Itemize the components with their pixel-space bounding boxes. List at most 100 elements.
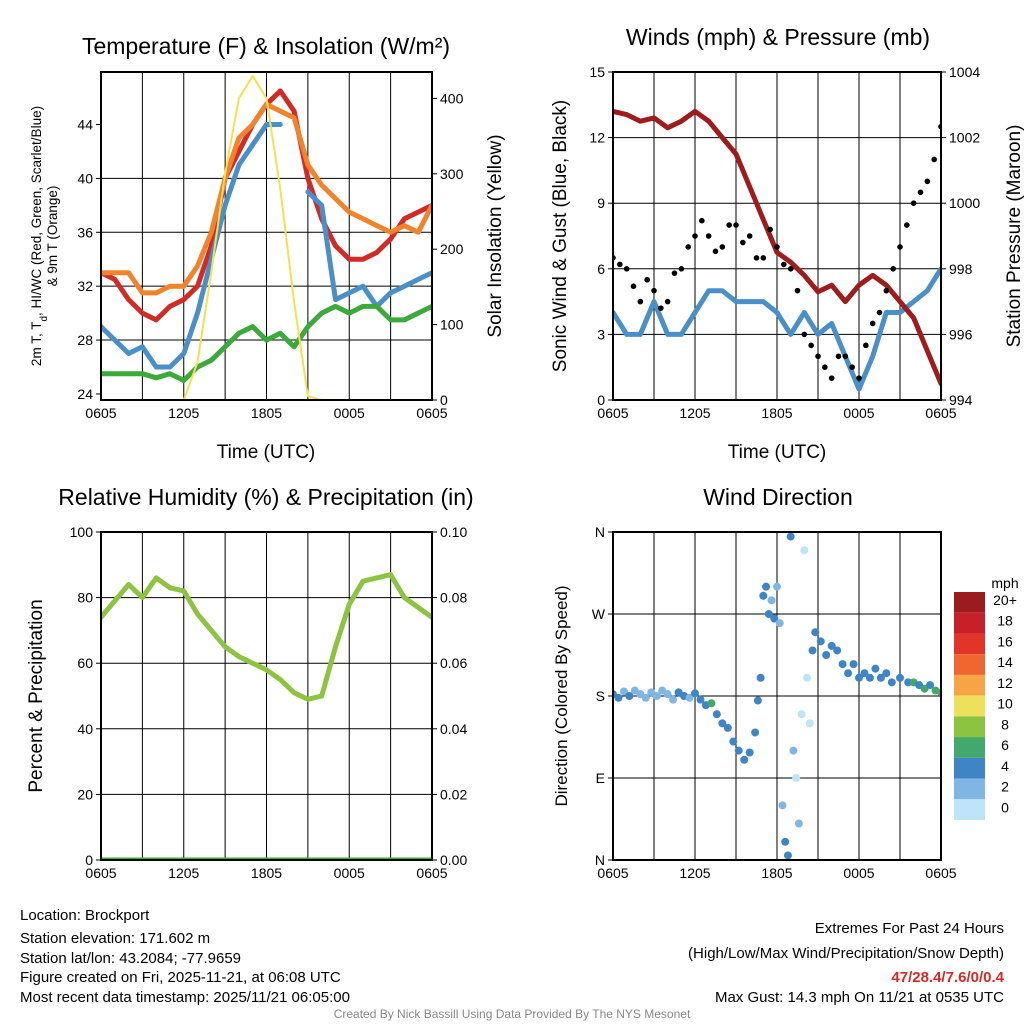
gust-point	[931, 156, 937, 163]
wind-direction-point	[619, 687, 628, 696]
temp-data	[101, 74, 432, 400]
gust-point	[842, 353, 849, 360]
y2-tick-label: 0.00	[440, 852, 467, 868]
y2-tick-label: 200	[440, 241, 464, 257]
wind-direction-point	[652, 692, 661, 700]
series-hi-wc	[101, 122, 283, 370]
x-tick-label: 0605	[597, 405, 628, 421]
wind-direction-point	[685, 693, 694, 702]
gust-point	[897, 244, 903, 250]
gust-point	[671, 270, 678, 276]
gust-point	[924, 178, 931, 185]
series-relative-humidity	[101, 572, 432, 702]
gust-point	[917, 189, 924, 196]
y2-tick-label: 1004	[949, 64, 980, 80]
x-tick-label: 0005	[334, 865, 365, 881]
wind-direction-point	[663, 690, 672, 699]
x-tick-label: 1805	[251, 865, 282, 881]
info-recent: Most recent data timestamp: 2025/11/21 0…	[20, 989, 350, 1006]
gust-point	[876, 309, 883, 316]
gust-point	[623, 266, 630, 272]
colorbar-label: 16	[997, 633, 1013, 649]
gust-point	[794, 287, 801, 294]
extremes-subtitle: (High/Low/Max Wind/Precipitation/Snow De…	[688, 945, 1004, 962]
wind-direction-point	[833, 646, 842, 655]
wind-direction-point	[871, 664, 880, 673]
gust-point	[774, 244, 780, 250]
gust-point	[637, 298, 644, 305]
wind-direction-point	[764, 610, 773, 618]
colorbar-label: 18	[997, 613, 1013, 629]
x-tick-label: 1205	[168, 405, 199, 421]
gust-point	[678, 266, 685, 272]
y-tick-label: 36	[77, 224, 93, 240]
wind-direction-point	[803, 673, 812, 682]
series-solar-insolation	[101, 74, 432, 400]
wind-direction-point	[896, 673, 904, 682]
wind-direction-point	[718, 719, 727, 728]
wind-direction-point	[882, 669, 891, 678]
wind-direction-point	[781, 837, 790, 846]
y-tick-label: 28	[77, 332, 93, 348]
wind-direction-point	[691, 689, 699, 698]
y2-tick-label: 0.04	[440, 721, 467, 737]
wind-frame	[612, 71, 942, 401]
x-tick-label: 1205	[679, 405, 710, 421]
colorbar-label: 12	[997, 675, 1013, 691]
dir-frame	[612, 531, 942, 861]
wind-direction-point	[822, 651, 831, 659]
colorbar-box	[954, 716, 985, 738]
gust-point	[883, 287, 890, 294]
y-tick-label: 0	[597, 392, 605, 408]
gust-point	[753, 255, 760, 261]
y2-tick-label: 0.08	[440, 590, 467, 606]
x-tick-label: 0005	[334, 405, 365, 421]
y2-tick-label: 0.06	[440, 655, 467, 671]
x-tick-label: 0005	[843, 405, 874, 421]
y-tick-label: W	[592, 606, 606, 622]
rh-ylabel: Percent & Precipitation	[26, 599, 47, 792]
dir-ylabel: Direction (Colored By Speed)	[552, 585, 571, 806]
colorbar-box	[954, 674, 985, 696]
wind-direction-point	[762, 582, 771, 591]
wind-direction-point	[745, 748, 754, 757]
wind-direction-point	[811, 628, 820, 637]
wind-direction-point	[797, 710, 806, 719]
gust-point	[760, 255, 767, 261]
rh-data	[101, 572, 432, 860]
wind-direction-point	[792, 774, 801, 782]
series-station-pressure	[613, 108, 941, 387]
wind-direction-point	[775, 619, 784, 628]
wind-direction-point	[904, 678, 913, 687]
extremes-title: Extremes For Past 24 Hours	[815, 920, 1004, 937]
colorbar-box	[954, 592, 985, 613]
wind-direction-point	[734, 746, 743, 755]
dir-title: Wind Direction	[703, 484, 853, 510]
info-location: Location: Brockport	[20, 907, 150, 924]
wind-direction-point	[865, 673, 874, 682]
y-tick-label: 3	[597, 326, 605, 342]
wind-direction-point	[876, 673, 885, 682]
y-tick-label: 44	[77, 117, 93, 133]
colorbar-box	[954, 757, 985, 779]
temp-ylabel: 2m T, Td, HI/WC (Red, Green, Scarlet/Blu…	[29, 106, 50, 366]
wind-direction-point	[729, 737, 738, 746]
gust-point	[699, 217, 705, 224]
colorbar-label: 14	[997, 654, 1013, 670]
series-hi-wc	[305, 189, 432, 309]
wind-direction-point	[707, 699, 716, 708]
colorbar-label: 0	[1001, 799, 1009, 815]
y-tick-label: N	[595, 852, 605, 868]
gust-point	[835, 353, 842, 360]
temp-ylabel-sub: d	[39, 316, 50, 322]
wind-direction-point	[855, 673, 863, 682]
gust-point	[767, 226, 773, 233]
gust-point	[733, 222, 739, 228]
wind-ylabel: Sonic Wind & Gust (Blue, Black)	[550, 100, 571, 372]
gust-point	[781, 261, 787, 268]
gust-point	[719, 244, 726, 250]
y-tick-label: 60	[77, 655, 93, 671]
x-tick-label: 0605	[925, 865, 956, 881]
